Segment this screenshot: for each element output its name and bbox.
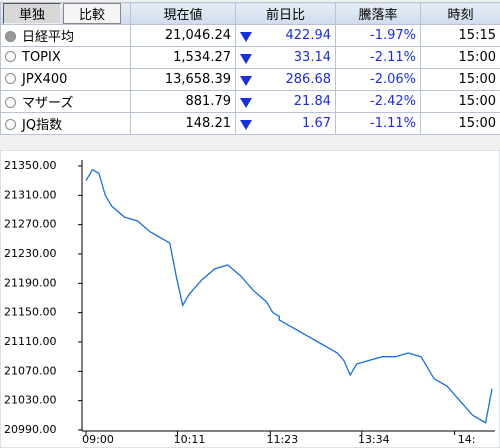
cell-text: 33.14 [293,50,331,65]
down-arrow [240,32,252,42]
cell-text: 15:00 [458,72,496,87]
radio[interactable] [5,51,16,62]
cell: 881.79 [130,90,236,113]
column-header: 騰落率 [335,2,421,25]
cell: -2.11% [335,46,421,69]
cell-text: -2.06% [370,72,416,87]
cell-text: JQ指数 [22,118,63,133]
cell-text: 15:00 [458,50,496,65]
y-tick-label: 21070.00 [4,364,57,377]
cell: 1,534.27 [130,46,236,69]
cell: TOPIX [0,46,131,69]
x-tick-label: 14: [458,433,476,446]
cell: 日経平均 [0,24,131,47]
cell-text: 日経平均 [22,30,75,45]
cell-text: -1.97% [370,28,416,43]
index-row[interactable]: 日経平均 21,046.24 422.94 -1.97% 15:15 [0,24,500,47]
cell-text: -2.11% [370,50,416,65]
x-tick-label: 11:23 [266,433,298,446]
down-arrow [240,120,252,130]
column-header: 前日比 [235,2,336,25]
tab[interactable]: 単独 [3,3,61,24]
cell: 21,046.24 [130,24,236,47]
down-arrow [240,76,252,86]
index-row[interactable]: TOPIX 1,534.27 33.14 -2.11% 15:00 [0,46,500,69]
cell-text: 422.94 [285,28,332,43]
y-tick-label: 21310.00 [4,188,57,201]
cell: -2.42% [335,90,421,113]
cell: JPX400 [0,68,131,91]
x-tick-label: 10:11 [174,433,206,446]
index-table: 単独 比較 現在値 前日比 騰落率 時刻 日経平均 21,046.24 422.94 -… [0,2,500,135]
cell-text: JPX400 [22,72,68,87]
cell: 33.14 [235,46,336,69]
y-tick-label: 21270.00 [4,218,57,231]
cell: -1.97% [335,24,421,47]
price-line [85,168,493,424]
cell: -2.06% [335,68,421,91]
tab[interactable]: 比較 [63,3,121,24]
column-header: 時刻 [420,2,500,25]
column-header: 現在値 [130,2,236,25]
y-tick-label: 21190.00 [4,276,57,289]
cell: 286.68 [235,68,336,91]
cell-text: 286.68 [285,72,332,87]
cell: 21.84 [235,90,336,113]
y-tick-label: 20990.00 [4,423,57,436]
y-tick-label: 21030.00 [4,394,57,407]
index-row[interactable]: マザーズ 881.79 21.84 -2.42% 15:00 [0,90,500,113]
y-tick-label: 21150.00 [4,306,57,319]
radio[interactable] [5,73,16,84]
cell: 15:00 [420,46,500,69]
cell: 15:15 [420,24,500,47]
chart-panel [0,150,500,448]
cell-text: 148.21 [185,116,232,131]
cell-text: TOPIX [22,50,61,65]
cell: 15:00 [420,112,500,135]
cell-text: 15:00 [458,116,496,131]
cell: -1.11% [335,112,421,135]
cell: 148.21 [130,112,236,135]
x-tick-label: 09:00 [82,433,114,446]
down-arrow [240,98,252,108]
cell-text: 21,046.24 [164,28,231,43]
cell: 15:00 [420,68,500,91]
radio[interactable] [5,97,16,108]
cell-text: 881.79 [185,94,232,109]
header-row: 単独 比較 現在値 前日比 騰落率 時刻 [0,2,500,25]
cell-text: -1.11% [370,116,416,131]
down-arrow [240,54,252,64]
y-tick-label: 21110.00 [4,335,57,348]
radio[interactable] [5,31,16,42]
x-tick-label: 13:34 [358,433,390,446]
cell-text: 15:15 [458,28,496,43]
chart: 21350.00 21310.00 21270.00 21230.00 21190.00… [0,150,500,448]
cell: マザーズ [0,90,131,113]
cell-text: 15:00 [458,94,496,109]
cell: JQ指数 [0,112,131,135]
cell-text: -2.42% [370,94,416,109]
cell-text: 13,658.39 [164,72,231,87]
cell: 13,658.39 [130,68,236,91]
cell-text: 21.84 [293,94,331,109]
index-row[interactable]: JPX400 13,658.39 286.68 -2.06% 15:00 [0,68,500,91]
cell-text: 1,534.27 [173,50,231,65]
cell: 15:00 [420,90,500,113]
cell: 1.67 [235,112,336,135]
cell-text: 1.67 [302,116,331,131]
y-tick-label: 21350.00 [4,159,57,172]
cell: 422.94 [235,24,336,47]
y-tick-label: 21230.00 [4,247,57,260]
cell-text: マザーズ [22,96,74,111]
index-row[interactable]: JQ指数 148.21 1.67 -1.11% 15:00 [0,112,500,135]
radio[interactable] [5,119,16,130]
